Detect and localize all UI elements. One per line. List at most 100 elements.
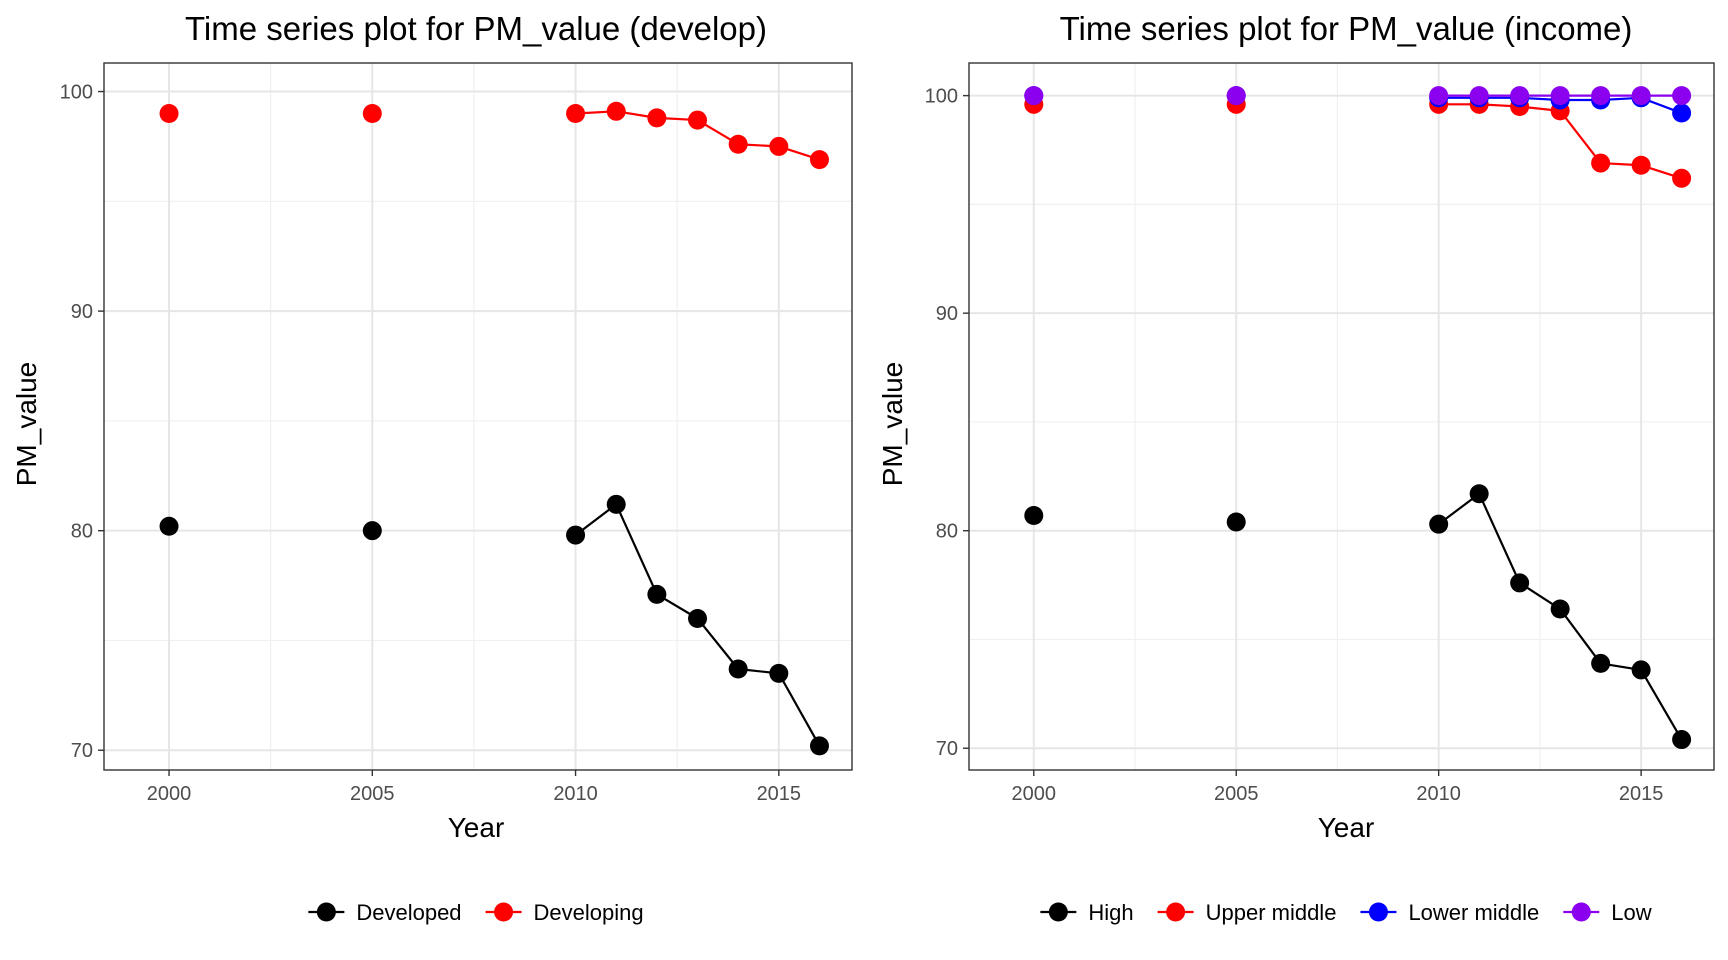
series-segment: [777, 672, 821, 747]
data-point: [1510, 86, 1530, 106]
chart-title: Time series plot for PM_value (develop): [185, 10, 767, 47]
data-point: [688, 609, 708, 628]
x-axis-label: Year: [1318, 812, 1375, 843]
plot-border: [968, 62, 1715, 771]
x-tick-label: 2000: [1012, 783, 1057, 805]
data-point: [647, 108, 667, 128]
data-point: [606, 494, 626, 514]
data-point: [1550, 599, 1570, 619]
data-point: [1469, 484, 1489, 504]
data-point: [1510, 573, 1530, 593]
data-point: [1226, 512, 1246, 532]
y-axis-label: PM_value: [11, 362, 42, 487]
legend-label: Low: [1611, 900, 1651, 925]
x-tick-label: 2010: [553, 783, 598, 805]
gridlines: [969, 63, 1714, 770]
data-point: [566, 525, 586, 545]
series-segment: [1559, 608, 1602, 665]
y-tick-label: 90: [71, 301, 93, 323]
legend-item: Upper middle: [1157, 900, 1337, 925]
y-tick-label: 90: [936, 303, 958, 325]
data-point: [647, 584, 667, 604]
series-low: [1024, 86, 1692, 106]
legend-item: Developing: [485, 900, 644, 925]
series-segment: [696, 617, 740, 670]
data-point: [1469, 86, 1489, 106]
legend-label: Developing: [534, 900, 644, 925]
plot-border: [103, 62, 853, 771]
y-tick-label: 100: [925, 86, 958, 108]
data-point: [362, 521, 382, 541]
data-point: [809, 150, 829, 170]
series-layer: [159, 101, 829, 756]
y-tick-label: 100: [60, 82, 93, 104]
legend-key-marker: [1048, 902, 1068, 922]
series-developing: [159, 101, 829, 170]
data-point: [1591, 86, 1611, 106]
series-segment: [1478, 493, 1521, 584]
legend-label: Developed: [356, 900, 461, 925]
y-tick-label: 80: [71, 521, 93, 543]
legend-item: High: [1040, 900, 1134, 925]
legend-key-marker: [316, 902, 336, 922]
axis-ticks: 2000 2005 2010 2015 70 80 90 100: [925, 86, 1664, 805]
data-point: [769, 136, 789, 156]
legend-key-marker: [1166, 902, 1186, 922]
data-point: [728, 134, 748, 154]
data-point: [688, 110, 708, 130]
y-tick-label: 70: [71, 740, 93, 762]
data-point: [1591, 653, 1611, 673]
x-tick-label: 2015: [757, 783, 802, 805]
axis-ticks: 2000 2005 2010 2015 70 80 90 100: [60, 82, 801, 805]
series-segment: [1559, 110, 1602, 164]
data-point: [1429, 514, 1449, 534]
x-tick-label: 2010: [1416, 783, 1461, 805]
x-axis-label: Year: [448, 812, 505, 843]
y-tick-label: 70: [936, 738, 958, 760]
data-point: [362, 104, 382, 123]
legend-item: Developed: [308, 900, 462, 925]
data-point: [1631, 660, 1651, 680]
data-point: [1550, 86, 1570, 106]
series-developed: [159, 494, 829, 756]
legend-item: Low: [1563, 900, 1652, 925]
data-point: [606, 101, 626, 121]
x-tick-label: 2000: [147, 783, 192, 805]
y-axis-label: PM_value: [877, 362, 908, 487]
series-segment: [1640, 669, 1683, 741]
series-lower-middle: [1024, 86, 1692, 123]
legend-key-marker: [1571, 902, 1591, 922]
data-point: [1226, 86, 1246, 106]
legend: Developed Developing: [308, 900, 644, 925]
data-point: [159, 104, 179, 123]
legend-key-marker: [1368, 902, 1388, 922]
data-point: [1672, 730, 1692, 750]
x-tick-label: 2005: [350, 783, 395, 805]
legend-item: Lower middle: [1360, 900, 1539, 925]
chart-title: Time series plot for PM_value (income): [1060, 10, 1633, 47]
data-point: [566, 104, 586, 123]
chart-income: Time series plot for PM_value (income) 2…: [877, 10, 1715, 925]
data-point: [159, 516, 179, 536]
series-high: [1024, 484, 1692, 750]
data-point: [809, 736, 829, 756]
data-point: [1631, 155, 1651, 175]
data-point: [1591, 153, 1611, 173]
legend-label: Lower middle: [1408, 900, 1539, 925]
data-point: [1024, 86, 1044, 106]
legend-key-marker: [494, 902, 514, 922]
x-tick-label: 2015: [1619, 783, 1664, 805]
legend-label: High: [1088, 900, 1133, 925]
data-point: [1672, 103, 1692, 123]
series-upper-middle: [1024, 94, 1692, 188]
gridlines: [104, 63, 852, 770]
legend-label: Upper middle: [1206, 900, 1337, 925]
x-tick-label: 2005: [1214, 783, 1259, 805]
data-point: [728, 659, 748, 679]
chart-develop: Time series plot for PM_value (develop) …: [11, 10, 853, 925]
data-point: [769, 663, 789, 683]
series-layer: [1024, 86, 1692, 750]
data-point: [1429, 86, 1449, 106]
y-tick-label: 80: [936, 521, 958, 543]
